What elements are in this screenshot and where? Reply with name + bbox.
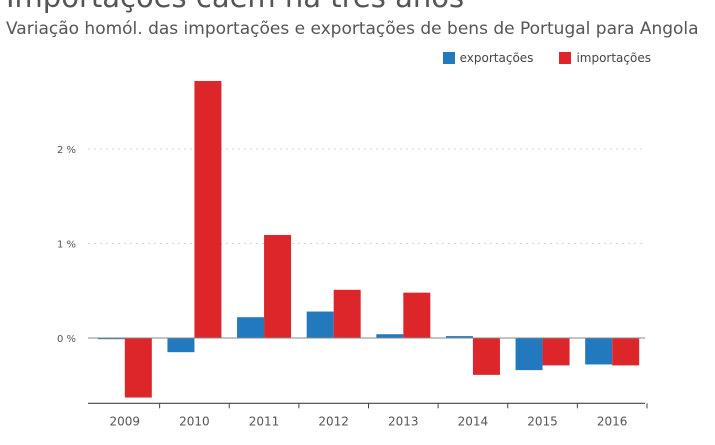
x-tick-label-2014: 2014 <box>458 414 489 428</box>
y-tick-label: 1 % <box>57 240 76 251</box>
bar-exportacoes-2016 <box>585 338 613 365</box>
x-tick-label-2016: 2016 <box>597 414 628 428</box>
x-tick-label-2010: 2010 <box>179 414 210 428</box>
bar-exportacoes-2014 <box>445 336 473 338</box>
bar-exportacoes-2012 <box>306 311 334 338</box>
bar-exportacoes-2015 <box>515 338 543 371</box>
bar-exportacoes-2010 <box>167 338 195 353</box>
bar-importacoes-2009 <box>124 338 152 398</box>
x-tick-label-2012: 2012 <box>318 414 349 428</box>
legend-swatch-exportacoes <box>442 52 455 64</box>
bar-exportacoes-2009 <box>97 338 125 340</box>
chart-title: Importações caem há três anos <box>6 0 464 15</box>
y-tick-label: 0 % <box>57 334 76 345</box>
x-tick-label-2015: 2015 <box>527 414 558 428</box>
bar-importacoes-2011 <box>264 234 292 338</box>
x-tick-label-2009: 2009 <box>110 414 141 428</box>
bar-importacoes-2015 <box>542 338 570 366</box>
x-tick-label-2013: 2013 <box>388 414 419 428</box>
legend-item-exportacoes[interactable]: exportações <box>442 51 534 65</box>
chart-subtitle: Variação homól. das importações e export… <box>6 19 699 39</box>
bar-exportacoes-2013 <box>376 334 404 338</box>
bar-importacoes-2016 <box>612 338 640 366</box>
bar-importacoes-2012 <box>333 289 361 338</box>
bar-exportacoes-2011 <box>237 317 265 338</box>
legend-item-importacoes[interactable]: importações <box>559 51 651 65</box>
bar-importacoes-2014 <box>472 338 500 375</box>
x-tick-label-2011: 2011 <box>249 414 280 428</box>
bar-importacoes-2010 <box>194 80 222 339</box>
y-tick-label: 2 % <box>57 145 76 156</box>
chart-legend: exportações importações <box>442 51 651 65</box>
legend-label-exportacoes: exportações <box>459 51 534 65</box>
bar-importacoes-2013 <box>403 292 431 338</box>
legend-swatch-importacoes <box>559 52 572 64</box>
legend-label-importacoes: importações <box>576 51 651 65</box>
